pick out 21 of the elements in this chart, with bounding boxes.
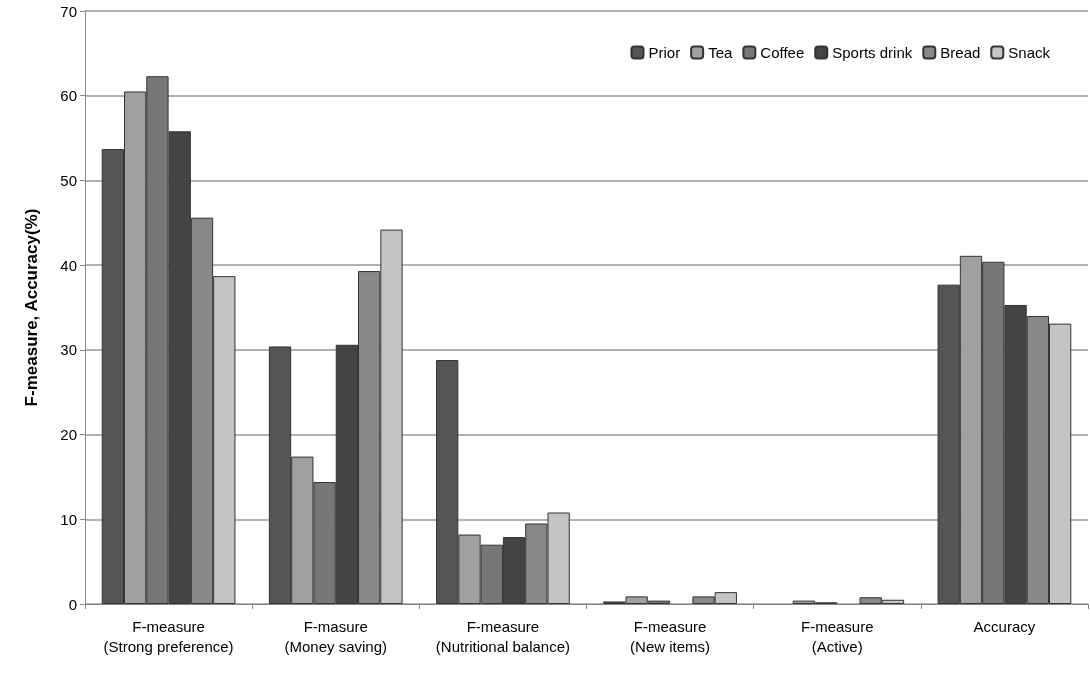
legend-label: Snack xyxy=(1008,44,1051,61)
x-tick-label: F-measure (New items) xyxy=(630,617,711,655)
legend-label: Prior xyxy=(648,44,681,61)
y-tick-label: 60 xyxy=(60,87,77,105)
y-tick-label: 50 xyxy=(60,171,77,189)
y-tick-label: 40 xyxy=(60,256,77,274)
x-tick-label: F-measure (Strong preference) xyxy=(103,617,234,655)
y-tick-label: 30 xyxy=(60,341,77,359)
y-tick-label: 70 xyxy=(60,2,77,20)
legend-label: Coffee xyxy=(760,44,805,61)
x-tick-label: F-masure (Money saving) xyxy=(284,617,388,655)
legend-label: Tea xyxy=(708,44,733,61)
legend-label: Bread xyxy=(940,44,981,61)
legend-label: Sports drink xyxy=(832,44,913,61)
y-tick-label: 10 xyxy=(60,510,77,528)
y-tick-label: 0 xyxy=(68,595,77,613)
x-tick-label: Accuracy xyxy=(973,617,1036,635)
y-axis-title: F-measure, Accuracy(%) xyxy=(22,208,41,407)
x-tick-label: F-measure (Nutritional balance) xyxy=(435,617,571,655)
x-tick-label: F-measure (Active) xyxy=(800,617,874,655)
y-tick-label: 20 xyxy=(60,426,77,444)
